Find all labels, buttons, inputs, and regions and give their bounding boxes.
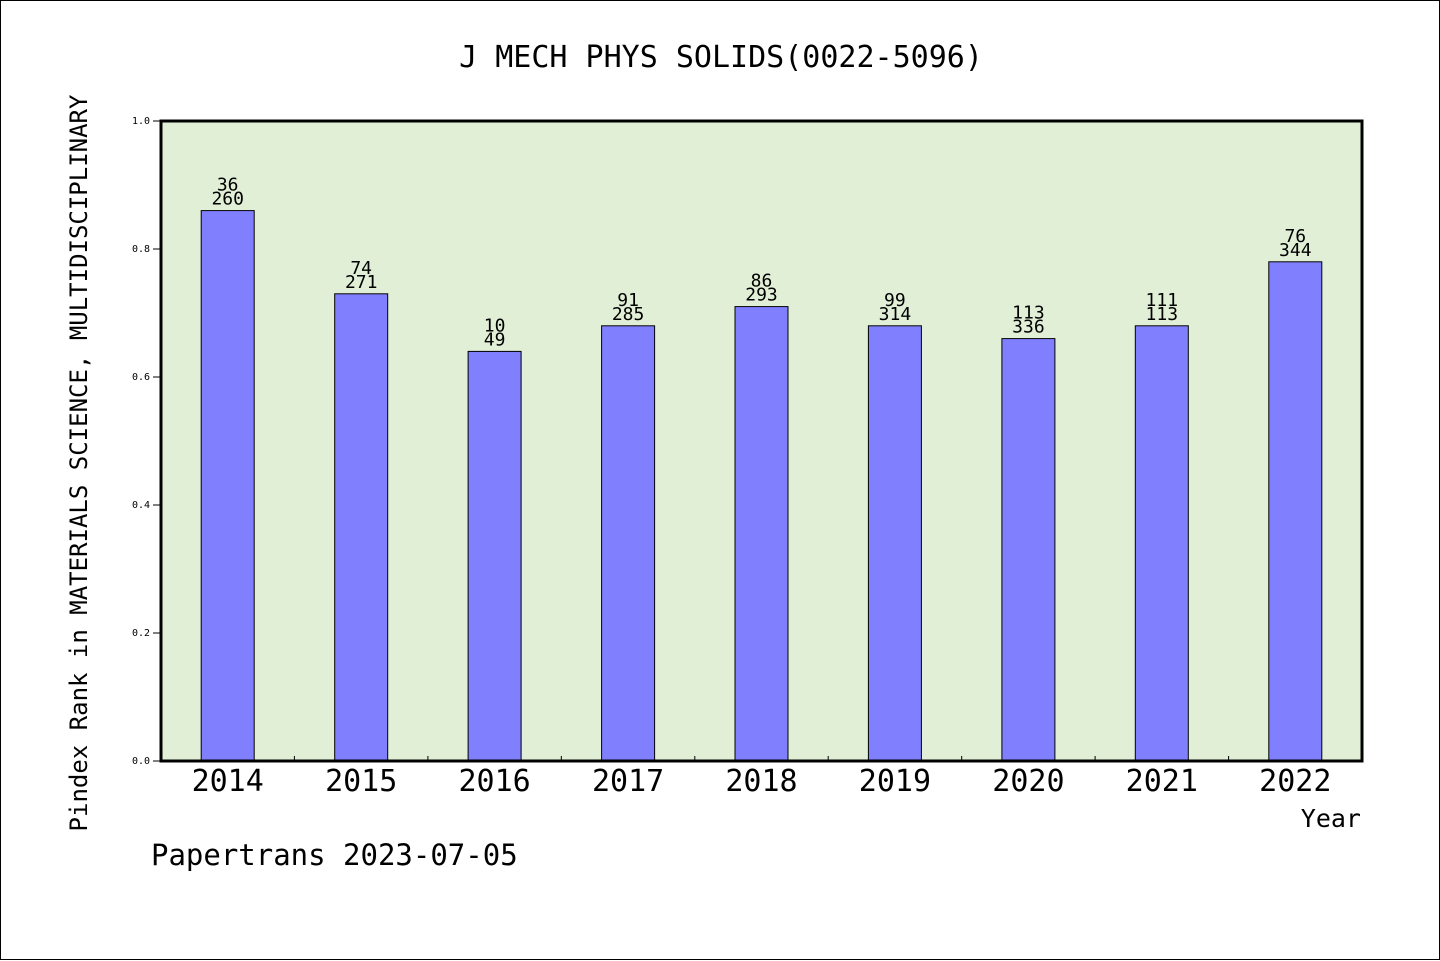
x-tick-label-2015: 2015 [325, 764, 397, 799]
bar-2022 [1268, 261, 1323, 762]
rank-label-2017: 91 [617, 290, 639, 311]
total-label-2014: 260 [211, 189, 244, 210]
rank-label-2014: 36 [217, 175, 239, 196]
bar-2014 [200, 210, 255, 762]
total-label-2020: 336 [1012, 317, 1045, 338]
y-axis: 0.0 0.2 0.4 0.6 0.8 1.0 [132, 116, 161, 767]
x-tick-label-2018: 2018 [725, 764, 797, 799]
y-tick-label-0: 0.0 [132, 756, 150, 767]
x-axis-title: Year [1301, 804, 1361, 833]
x-tick-label-2020: 2020 [992, 764, 1064, 799]
footer-credit: Papertrans 2023-07-05 [151, 838, 518, 872]
y-tick-label-5: 1.0 [132, 116, 150, 127]
bar-2017 [601, 325, 656, 762]
rank-label-2022: 76 [1284, 226, 1306, 247]
rank-label-2020: 113 [1012, 303, 1045, 324]
bar-2015 [334, 293, 389, 762]
rank-label-2018: 86 [751, 271, 773, 292]
y-tick-label-2: 0.4 [132, 500, 150, 511]
bar-2016 [467, 350, 522, 762]
total-label-2017: 285 [612, 304, 645, 325]
x-tick-label-2014: 2014 [192, 764, 264, 799]
x-tick-label-2021: 2021 [1126, 764, 1198, 799]
total-label-2016: 49 [484, 329, 506, 350]
y-tick-label-1: 0.2 [132, 628, 150, 639]
x-tick-label-2017: 2017 [592, 764, 664, 799]
rank-label-2019: 99 [884, 290, 906, 311]
rank-label-2021: 111 [1146, 290, 1179, 311]
rank-label-2016: 10 [484, 315, 506, 336]
rank-label-2015: 74 [350, 258, 372, 279]
y-tick-label-4: 0.8 [132, 244, 150, 255]
x-axis: 2014 2015 2016 2017 2018 2019 2020 2021 2022 [192, 756, 1331, 799]
bar-2018 [734, 306, 789, 762]
bar-2019 [867, 325, 922, 762]
x-tick-label-2016: 2016 [458, 764, 530, 799]
total-label-2022: 344 [1279, 240, 1312, 261]
bar-2021 [1134, 325, 1189, 762]
x-tick-label-2022: 2022 [1259, 764, 1331, 799]
bar-2020 [1001, 338, 1056, 762]
y-axis-title: Pindex Rank in MATERIALS SCIENCE, MULTID… [65, 94, 93, 831]
chart-title: J MECH PHYS SOLIDS(0022-5096) [459, 40, 983, 75]
total-label-2015: 271 [345, 272, 378, 293]
bars-layer [200, 210, 1323, 762]
total-label-2019: 314 [879, 304, 912, 325]
plot-border [159, 119, 1364, 763]
total-label-2018: 293 [745, 285, 778, 306]
y-tick-label-3: 0.6 [132, 372, 150, 383]
x-tick-label-2019: 2019 [859, 764, 931, 799]
total-label-2021: 113 [1146, 304, 1179, 325]
